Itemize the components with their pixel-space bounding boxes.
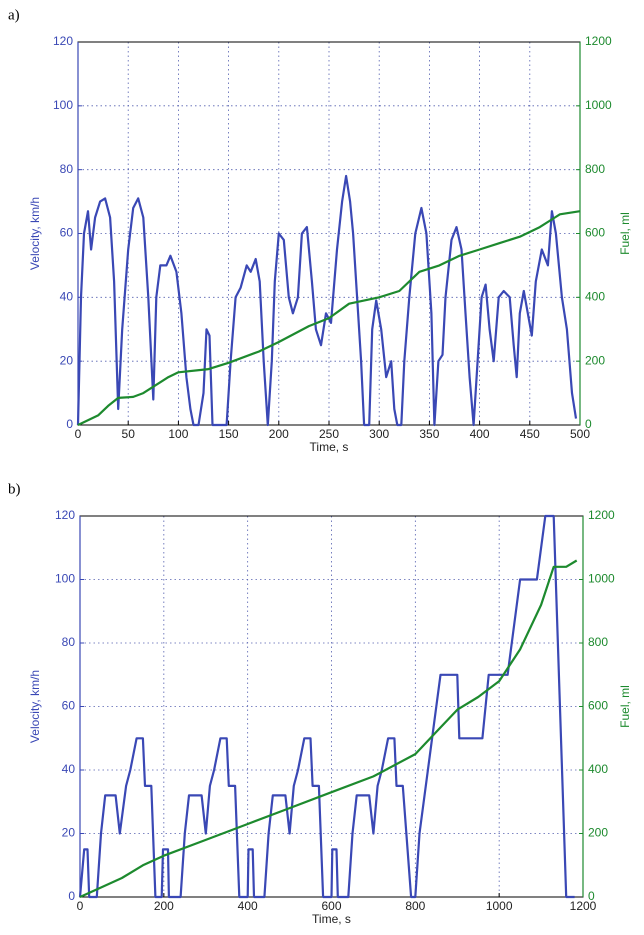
y-tick-label: 120 — [53, 34, 73, 48]
y2-tick-label: 1000 — [585, 98, 612, 112]
series-line — [78, 514, 575, 899]
y-tick-label: 100 — [53, 98, 73, 112]
y2-tick-label: 1200 — [588, 508, 615, 522]
y2-axis-label: Fuel, ml — [618, 685, 632, 728]
y2-tick-label: 1200 — [585, 34, 612, 48]
x-tick-label: 800 — [405, 899, 425, 913]
y-tick-label: 0 — [66, 417, 73, 431]
x-tick-label: 50 — [122, 427, 136, 441]
series-line — [76, 174, 578, 427]
x-tick-label: 0 — [75, 427, 82, 441]
x-tick-label: 600 — [321, 899, 341, 913]
panel-label: b) — [8, 481, 21, 497]
x-tick-label: 350 — [419, 427, 439, 441]
y2-tick-label: 400 — [585, 290, 605, 304]
y2-axis-label: Fuel, ml — [618, 212, 632, 255]
y2-tick-label: 0 — [588, 889, 595, 903]
x-tick-label: 100 — [168, 427, 188, 441]
y2-tick-label: 1000 — [588, 572, 615, 586]
x-tick-label: 0 — [77, 899, 84, 913]
x-axis-label: Time, s — [312, 912, 351, 926]
y2-tick-label: 600 — [585, 226, 605, 240]
y-axis-label: Velocity, km/h — [28, 197, 42, 270]
y-tick-label: 60 — [60, 226, 74, 240]
x-tick-label: 400 — [238, 899, 258, 913]
y-tick-label: 80 — [60, 162, 74, 176]
y-axis-label: Velocity, km/h — [28, 670, 42, 743]
y2-tick-label: 0 — [585, 417, 592, 431]
x-tick-label: 450 — [520, 427, 540, 441]
series-line — [77, 210, 581, 426]
y-tick-label: 0 — [68, 889, 75, 903]
x-tick-label: 500 — [570, 427, 590, 441]
y2-tick-label: 400 — [588, 762, 608, 776]
x-tick-label: 250 — [319, 427, 339, 441]
x-tick-label: 200 — [154, 899, 174, 913]
y2-tick-label: 800 — [588, 635, 608, 649]
x-tick-label: 400 — [470, 427, 490, 441]
x-axis-label: Time, s — [310, 440, 349, 454]
y2-tick-label: 800 — [585, 162, 605, 176]
y-tick-label: 20 — [60, 353, 74, 367]
x-tick-label: 150 — [219, 427, 239, 441]
x-tick-label: 1200 — [570, 899, 597, 913]
y-tick-label: 40 — [60, 290, 74, 304]
y-tick-label: 80 — [62, 635, 76, 649]
x-tick-label: 1000 — [486, 899, 513, 913]
panel-label: a) — [8, 7, 20, 23]
y2-tick-label: 600 — [588, 699, 608, 713]
y2-tick-label: 200 — [588, 826, 608, 840]
series-line — [79, 559, 578, 899]
x-tick-label: 300 — [369, 427, 389, 441]
y-tick-label: 60 — [62, 699, 76, 713]
y-tick-label: 120 — [55, 508, 75, 522]
y2-tick-label: 200 — [585, 353, 605, 367]
x-tick-label: 200 — [269, 427, 289, 441]
y-tick-label: 20 — [62, 826, 76, 840]
y-tick-label: 40 — [62, 762, 76, 776]
y-tick-label: 100 — [55, 572, 75, 586]
